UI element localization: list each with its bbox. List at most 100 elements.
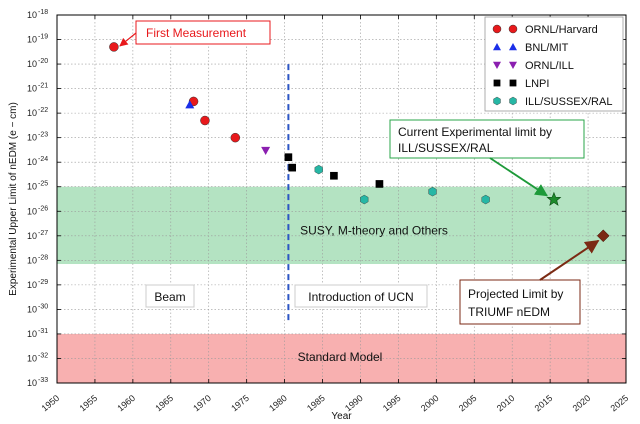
y-tick-exponent: -30 xyxy=(38,303,48,310)
y-tick-exponent: -20 xyxy=(38,58,48,65)
y-tick-base: 10 xyxy=(27,59,37,69)
legend-marker-lnpi xyxy=(509,79,517,87)
standard-model-label: Standard Model xyxy=(298,350,383,364)
y-tick-label: 10 xyxy=(27,255,37,265)
data-point-ornl-harvard xyxy=(230,132,241,143)
y-tick-label: 10 xyxy=(27,84,37,94)
x-tick-label: 1975 xyxy=(229,393,251,414)
y-tick-exponent: -29 xyxy=(38,279,48,286)
plot-frame xyxy=(56,14,627,384)
y-tick-exponent: -31 xyxy=(38,328,48,335)
data-point-ornl-harvard xyxy=(200,115,210,126)
legend-label-bnl-mit: BNL/MIT xyxy=(525,42,569,54)
legend-marker-bnl-mit xyxy=(493,43,501,51)
legend-layer: ORNL/Harvard BNL/MIT ORNL/ILL LNPI ILL/SUSSE… xyxy=(484,16,624,112)
legend-marker-bnl-mit xyxy=(509,43,517,51)
y-tick-base: 10 xyxy=(27,182,37,192)
data-point-ill-sussex-ral xyxy=(428,186,437,197)
y-tick-base: 10 xyxy=(27,35,37,45)
y-tick-exponent: -26 xyxy=(38,205,48,212)
y-tick-base: 10 xyxy=(27,255,37,265)
legend-marker-ornl-harvard xyxy=(508,24,518,34)
projected-limit-marker xyxy=(596,229,610,243)
y-tick-label: 10 xyxy=(27,108,37,118)
y-tick-label: 10 xyxy=(27,35,37,45)
x-tick-label: 2000 xyxy=(419,393,441,414)
y-tick-base: 10 xyxy=(27,304,37,314)
y-tick-exponent: -18 xyxy=(38,9,48,16)
x-tick-label: 2025 xyxy=(609,393,631,414)
y-tick-exponent: -21 xyxy=(38,83,48,90)
x-tick-label: 1980 xyxy=(267,393,289,414)
points-layer xyxy=(109,42,610,243)
data-point-lnpi xyxy=(288,163,297,172)
y-tick-base: 10 xyxy=(27,84,37,94)
y-tick-base: 10 xyxy=(27,231,37,241)
legend-marker-ornl-ill xyxy=(493,61,501,69)
x-tick-label: 1970 xyxy=(191,393,213,414)
x-tick-label: 2005 xyxy=(457,393,479,414)
y-tick-label: 10 xyxy=(27,304,37,314)
legend-label-lnpi: LNPI xyxy=(525,78,549,90)
legend-label-ornl-ill: ORNL/ILL xyxy=(525,60,574,72)
current-limit-label-line2: ILL/SUSSEX/RAL xyxy=(398,141,494,155)
x-tick-label: 2020 xyxy=(571,393,593,414)
data-point-bnl-mit xyxy=(185,100,195,109)
first-measurement-label: First Measurement xyxy=(146,26,247,40)
y-tick-label: 10 xyxy=(27,59,37,69)
y-tick-label: 10 xyxy=(27,378,37,388)
legend-label-ornl-harvard: ORNL/Harvard xyxy=(525,24,598,36)
y-tick-base: 10 xyxy=(27,353,37,363)
x-tick-label: 1955 xyxy=(77,393,99,414)
current-limit-marker xyxy=(546,191,562,206)
x-tick-label: 1985 xyxy=(305,393,327,414)
y-tick-base: 10 xyxy=(27,280,37,290)
y-tick-label: 10 xyxy=(27,280,37,290)
legend-marker-ill-sussex-ral xyxy=(509,96,517,106)
y-tick-exponent: -19 xyxy=(38,34,48,41)
y-tick-label: 10 xyxy=(27,182,37,192)
y-tick-exponent: -23 xyxy=(38,132,48,139)
legend-marker-ill-sussex-ral xyxy=(493,96,501,106)
y-tick-exponent: -27 xyxy=(38,230,48,237)
y-tick-base: 10 xyxy=(27,329,37,339)
data-point-ornl-harvard xyxy=(109,42,119,52)
data-point-lnpi xyxy=(375,180,384,188)
legend-marker-ornl-harvard xyxy=(492,24,502,34)
susy-band-label: SUSY, M-theory and Others xyxy=(300,224,448,238)
projected-limit-box xyxy=(459,279,581,325)
data-point-ill-sussex-ral xyxy=(360,194,369,205)
y-axis-label: Experimental Upper Limit of nEDM (e − cm… xyxy=(8,102,19,296)
x-tick-label: 2010 xyxy=(495,393,517,414)
x-tick-label: 1995 xyxy=(381,393,403,414)
y-tick-label: 10 xyxy=(27,10,37,20)
y-tick-base: 10 xyxy=(27,378,37,388)
y-tick-base: 10 xyxy=(27,157,37,167)
first-measurement-box xyxy=(135,20,271,45)
annot-layer: First Measurement Current Experimental li… xyxy=(119,20,600,364)
y-tick-base: 10 xyxy=(27,108,37,118)
data-point-ill-sussex-ral xyxy=(481,194,490,205)
x-tick-label: 1965 xyxy=(153,393,175,414)
y-tick-exponent: -25 xyxy=(38,181,48,188)
ucn-label: Introduction of UCN xyxy=(308,290,413,304)
x-tick-label: 1950 xyxy=(40,393,62,414)
y-tick-base: 10 xyxy=(27,133,37,143)
y-tick-base: 10 xyxy=(27,10,37,20)
projected-limit-arrow xyxy=(539,239,600,281)
y-tick-exponent: -28 xyxy=(38,254,48,261)
y-tick-label: 10 xyxy=(27,157,37,167)
y-tick-label: 10 xyxy=(27,231,37,241)
data-point-lnpi xyxy=(330,171,338,180)
y-tick-label: 10 xyxy=(27,206,37,216)
legend-marker-ornl-ill xyxy=(509,61,517,69)
current-limit-label-line1: Current Experimental limit by xyxy=(398,125,552,139)
y-tick-label: 10 xyxy=(27,353,37,363)
y-tick-exponent: -32 xyxy=(38,352,48,359)
current-limit-arrow xyxy=(489,157,548,197)
y-tick-exponent: -22 xyxy=(38,107,48,114)
legend-label-ill-sussex-ral: ILL/SUSSEX/RAL xyxy=(525,96,612,108)
first-measurement-arrow xyxy=(119,32,137,47)
y-tick-exponent: -24 xyxy=(38,156,48,163)
